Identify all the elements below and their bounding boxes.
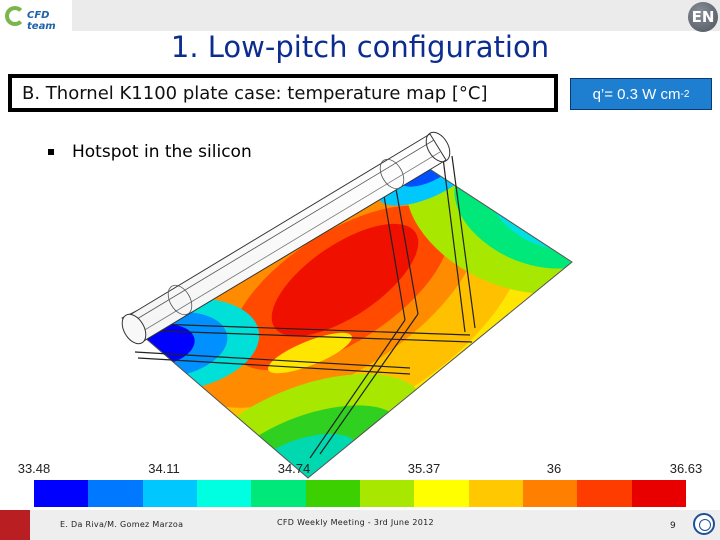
en-department-logo: EN (688, 2, 718, 32)
slide-title-text: 1. Low-pitch configuration (170, 30, 550, 64)
cfd-logo-text: CFD team (27, 10, 56, 32)
subtitle-text: B. Thornel K1100 plate case: temperature… (22, 82, 488, 104)
heat-flux-label: q’= 0.3 W cm (592, 85, 681, 103)
colorbar-label: 34.74 (277, 461, 311, 476)
subtitle-box: B. Thornel K1100 plate case: temperature… (8, 74, 558, 112)
page-number: 9 (670, 521, 676, 531)
heat-flux-badge: q’= 0.3 W cm -2 (570, 78, 712, 110)
colorbar-segment (196, 480, 252, 507)
colorbar-label: 35.37 (407, 461, 441, 476)
colorbar-labels: 33.48 34.11 34.74 35.37 36 36.63 (0, 461, 720, 479)
bullet-square-icon (48, 149, 54, 155)
colorbar-label: 33.48 (17, 461, 51, 476)
colorbar-segment (88, 480, 143, 507)
colorbar-segment (414, 480, 469, 507)
bullet-text: Hotspot in the silicon (72, 142, 252, 162)
heat-flux-exponent: -2 (680, 88, 690, 100)
colorbar-segment (631, 480, 686, 507)
footer-meeting: CFD Weekly Meeting - 3rd June 2012 (277, 518, 434, 527)
cfd-logo-ring-icon (5, 6, 25, 26)
cfd-team-logo: CFD team (2, 4, 72, 32)
header-bar (72, 0, 720, 31)
temperature-map (121, 131, 573, 479)
colorbar-segment (577, 480, 632, 507)
colorbar-segment (142, 480, 197, 507)
bullet-item: Hotspot in the silicon (48, 142, 252, 162)
colorbar-label: 34.11 (148, 461, 180, 476)
cooling-pipe (121, 131, 451, 345)
colorbar-label: 36.63 (669, 461, 703, 476)
colorbar-segment (34, 480, 89, 507)
colorbar-segment (468, 480, 523, 507)
slide-title: 1. Low-pitch configuration (0, 30, 720, 64)
colorbar-segment (359, 480, 415, 507)
colorbar-label: 36 (546, 461, 562, 476)
footer-authors: E. Da Riva/M. Gomez Marzoa (60, 520, 184, 529)
colorbar-segment (305, 480, 360, 507)
footer-red-tab (0, 510, 30, 540)
cern-logo-icon (693, 513, 715, 535)
colorbar-segment (251, 480, 306, 507)
colorbar (34, 480, 686, 507)
colorbar-segment (522, 480, 578, 507)
footer-bar: E. Da Riva/M. Gomez Marzoa CFD Weekly Me… (0, 510, 720, 540)
